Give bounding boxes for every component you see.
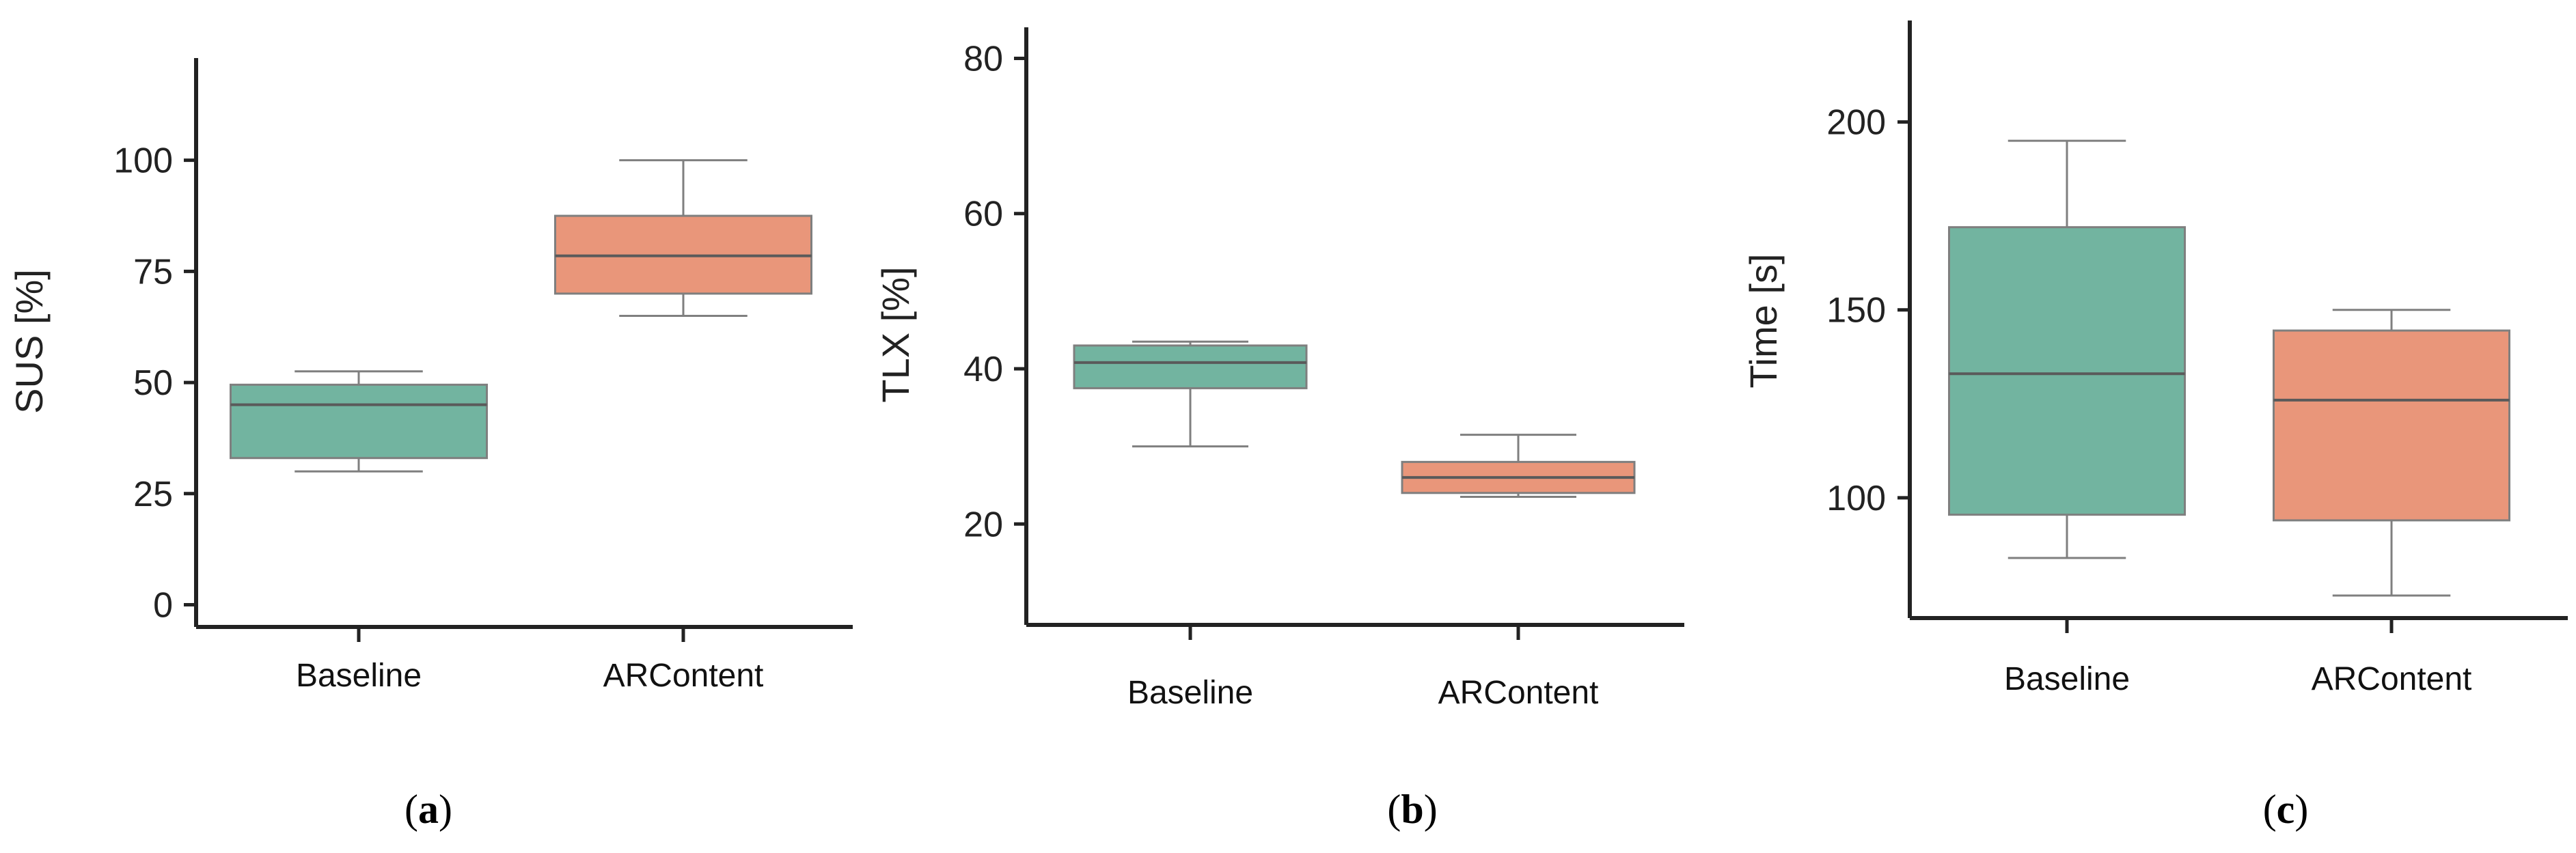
panel-b-tlx-chart: 20 40 60 80 TLX [%] Baseline ARContent (b) bbox=[874, 27, 1684, 832]
panel-letter: c bbox=[2277, 787, 2295, 832]
box-baseline bbox=[230, 370, 488, 473]
y-tick-label: 60 bbox=[963, 195, 1003, 234]
panel-caption: (b) bbox=[1387, 787, 1437, 832]
box-arcontent bbox=[554, 159, 812, 317]
iqr-box bbox=[230, 383, 488, 460]
y-tick-label: 100 bbox=[113, 141, 173, 181]
y-tick-label: 25 bbox=[133, 475, 173, 514]
y-tick-label: 75 bbox=[133, 252, 173, 292]
panel-caption: (a) bbox=[405, 787, 452, 832]
x-category-label: ARContent bbox=[2312, 661, 2472, 697]
y-tick-label: 0 bbox=[153, 585, 173, 625]
panel-letter: b bbox=[1401, 787, 1423, 832]
panel-caption: (c) bbox=[2263, 787, 2309, 832]
panel-c-time-chart: 100 150 200 Time [s] Baseline ARContent (c) bbox=[1742, 20, 2568, 832]
iqr-box bbox=[1073, 344, 1308, 389]
x-category-label: Baseline bbox=[296, 658, 422, 694]
box-baseline bbox=[1073, 340, 1308, 448]
box-arcontent bbox=[1401, 434, 1636, 498]
y-tick-label: 80 bbox=[963, 39, 1003, 79]
y-tick-label: 100 bbox=[1826, 479, 1886, 518]
x-category-label: Baseline bbox=[2004, 661, 2130, 697]
panel-a-sus-chart: 0 25 50 75 100 SUS [%] Baseline ARContent (a) bbox=[8, 58, 853, 832]
y-tick-label: 20 bbox=[963, 505, 1003, 544]
y-axis-title: SUS [%] bbox=[8, 269, 51, 414]
y-tick-label: 200 bbox=[1826, 103, 1886, 143]
y-axis-title: TLX [%] bbox=[874, 266, 917, 402]
x-category-label: Baseline bbox=[1127, 675, 1253, 711]
iqr-box bbox=[1948, 226, 2186, 516]
panel-letter: a bbox=[418, 787, 439, 832]
x-category-label: ARContent bbox=[603, 658, 764, 694]
x-category-label: ARContent bbox=[1438, 675, 1599, 711]
box-arcontent bbox=[2273, 309, 2510, 597]
y-tick-label: 50 bbox=[133, 363, 173, 403]
y-axis-title: Time [s] bbox=[1742, 253, 1785, 388]
y-tick-label: 40 bbox=[963, 350, 1003, 389]
iqr-box bbox=[2273, 329, 2510, 522]
y-tick-label: 150 bbox=[1826, 291, 1886, 331]
box-baseline bbox=[1948, 139, 2186, 559]
